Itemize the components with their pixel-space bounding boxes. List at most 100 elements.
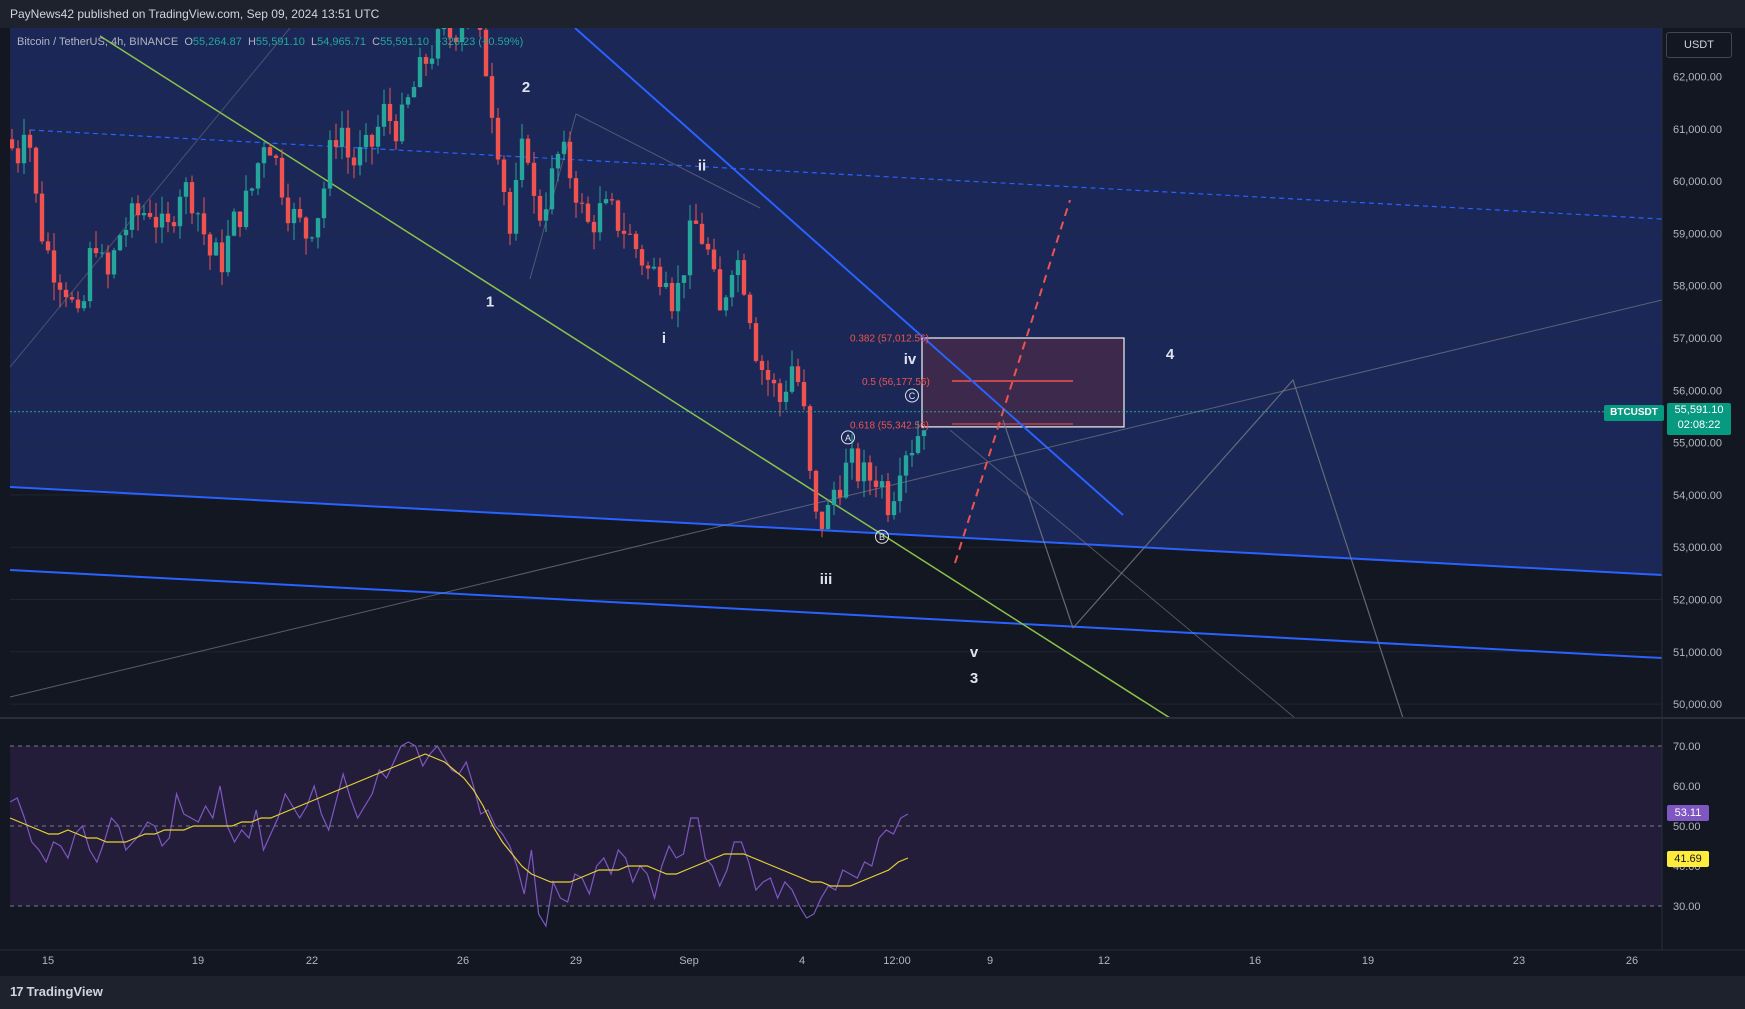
time-axis-tick: 15 [42, 955, 54, 967]
candle-body [45, 241, 51, 251]
candle-body [153, 216, 159, 228]
candle-body [849, 448, 855, 463]
fan-line [10, 28, 291, 368]
candle-body [759, 360, 765, 370]
candle-body [687, 220, 693, 276]
wave-label: v [970, 644, 979, 661]
candle-body [345, 127, 351, 158]
candles [10, 14, 927, 538]
candle-body [477, 28, 483, 30]
wave-label: 4 [1166, 346, 1175, 363]
candle-body [375, 126, 381, 147]
rsi-axis-tick: 70.00 [1673, 741, 1701, 753]
wave-marker-label: B [879, 532, 885, 542]
candle-body [543, 209, 549, 221]
candle-body [561, 141, 567, 154]
candle-body [873, 480, 879, 487]
candle-body [915, 436, 921, 453]
candle-body [513, 180, 519, 234]
candle-body [609, 199, 615, 201]
time-axis-tick: 9 [987, 955, 993, 967]
candle-body [813, 470, 819, 512]
candle-body [627, 233, 633, 235]
candle-body [741, 260, 747, 295]
symbol-legend: Bitcoin / TetherUS, 4h, BINANCE O55,264.… [17, 36, 523, 48]
candle-body [99, 252, 105, 254]
candle-body [171, 222, 177, 227]
candle-body [321, 188, 327, 219]
candle-body [909, 452, 915, 456]
candle-body [843, 462, 849, 498]
price-axis-tick: 53,000.00 [1673, 542, 1722, 554]
price-axis-tick: 57,000.00 [1673, 333, 1722, 345]
candle-body [669, 282, 675, 312]
candle-body [213, 242, 219, 256]
price-axis-tick: 56,000.00 [1673, 385, 1722, 397]
candle-body [411, 86, 417, 98]
candle-body [789, 366, 795, 392]
candle-body [585, 203, 591, 222]
wave-label: iv [904, 351, 917, 368]
candle-body [291, 208, 297, 224]
candle-body [399, 104, 405, 142]
projection-channel [949, 429, 1296, 718]
close-label: C [372, 36, 381, 48]
candle-body [472, 14, 476, 17]
candle-body [63, 289, 69, 298]
candle-body [723, 297, 729, 311]
candle-body [183, 182, 189, 197]
candle-body [405, 97, 411, 105]
currency-button[interactable]: USDT [1666, 32, 1732, 58]
candle-body [675, 282, 681, 312]
tradingview-logo[interactable]: 17 TradingView [10, 984, 103, 999]
candle-body [33, 147, 39, 194]
time-axis-tick: 4 [799, 955, 805, 967]
candle-body [507, 192, 513, 234]
rsi-axis-tick: 30.00 [1673, 901, 1701, 913]
candle-body [93, 248, 99, 254]
candle-body [141, 212, 147, 216]
fib-level-label: 0.5 (56,177.56) [862, 377, 930, 388]
candle-body [729, 275, 735, 298]
candle-body [423, 57, 429, 64]
candle-body [39, 193, 45, 242]
price-axis-tick: 52,000.00 [1673, 595, 1722, 607]
candle-body [339, 127, 345, 147]
wave-marker-ring [875, 529, 889, 544]
candle-body [597, 203, 603, 233]
rsi-value-tag: 53.11 [1667, 805, 1709, 821]
candle-body [921, 430, 927, 437]
wave-path [529, 113, 761, 280]
candle-body [309, 237, 315, 239]
candle-body [267, 147, 273, 156]
time-axis-tick: 23 [1513, 955, 1525, 967]
candle-body [819, 511, 825, 529]
bottom-trendline [10, 569, 1662, 659]
candle-body [165, 213, 171, 223]
rsi-axis-tick: 60.00 [1673, 781, 1701, 793]
candle-body [495, 117, 501, 160]
candle-body [615, 200, 621, 231]
candle-body [777, 383, 783, 403]
low-label: L [310, 36, 318, 48]
candle-body [555, 153, 561, 169]
candle-body [393, 121, 399, 142]
candle-body [537, 195, 543, 221]
wave-label: ii [698, 158, 706, 175]
candle-body [369, 134, 375, 147]
candle-body [387, 103, 393, 122]
tradingview-mark-icon: 17 [10, 984, 24, 999]
candle-body [807, 406, 813, 471]
wave-marker-label: C [909, 391, 916, 401]
candle-body [255, 163, 261, 189]
candle-body [645, 265, 651, 269]
channel-fill [10, 28, 1662, 575]
wave-label: 3 [970, 670, 978, 687]
candle-body [519, 138, 525, 181]
candle-body [249, 188, 255, 191]
candle-body [903, 455, 909, 476]
time-axis-tick: 29 [570, 955, 582, 967]
candle-body [591, 221, 597, 233]
wave-marker-label: A [845, 433, 851, 443]
